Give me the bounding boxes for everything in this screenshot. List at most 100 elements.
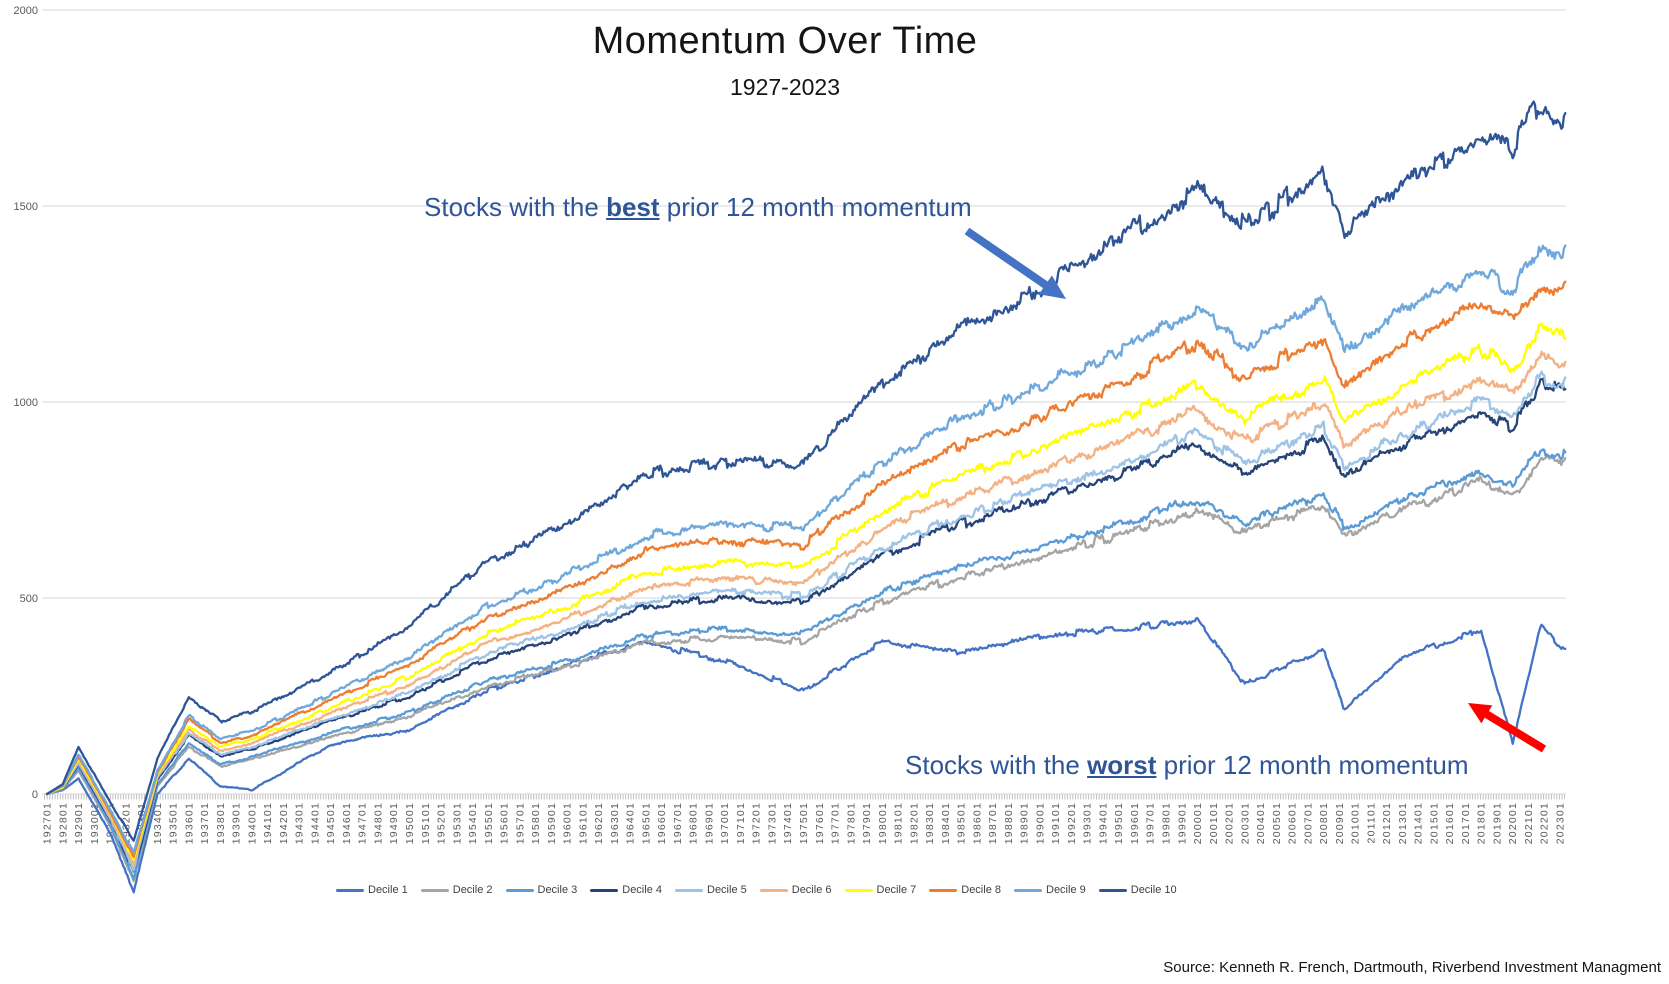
series-line-decile-10 [45,100,1567,842]
annotation-best-prefix: Stocks with the [424,192,607,222]
x-tick-label: 200901 [1334,802,1346,844]
x-tick-label: 194001 [246,802,258,844]
legend-swatch-decile-6 [759,888,788,892]
y-tick-label: 500 [20,593,38,605]
x-tick-label: 196801 [688,802,700,844]
series-line-decile-4 [45,377,1567,873]
y-tick-label: 2000 [14,5,38,17]
x-tick-label: 196601 [656,802,668,844]
series-line-decile-7 [45,322,1567,861]
x-tick-label: 194901 [388,802,400,844]
x-tick-label: 201101 [1365,802,1377,843]
x-tick-label: 199101 [1050,802,1062,844]
x-tick-label: 194701 [357,802,369,844]
x-tick-label: 202001 [1507,802,1519,844]
x-tick-label: 201201 [1381,802,1393,844]
legend-swatch-decile-10 [1098,888,1127,892]
x-tick-label: 196201 [593,802,605,844]
annotation-best-momentum: Stocks with the best prior 12 month mome… [424,192,972,223]
x-tick-label: 200801 [1318,802,1330,844]
legend-swatch-decile-2 [420,888,449,892]
legend-label-decile-4: Decile 4 [622,884,662,896]
y-tick-label: 0 [32,789,38,801]
x-tick-label: 193701 [199,802,211,844]
x-tick-label: 198401 [940,802,952,844]
x-tick-label: 202201 [1539,802,1551,844]
series-line-decile-9 [45,244,1567,853]
x-tick-label: 197701 [830,802,842,844]
legend-swatch-decile-1 [336,888,364,892]
legend-item-decile-2: Decile 2 [420,884,493,896]
x-tick-label: 201801 [1476,802,1488,844]
x-tick-label: 199201 [1066,802,1078,844]
legend-label-decile-3: Decile 3 [537,884,578,896]
legend-item-decile-9: Decile 9 [1014,884,1086,896]
x-tick-label: 197801 [845,802,857,844]
y-tick-label: 1000 [14,397,38,409]
x-tick-label: 198501 [956,802,968,844]
legend-swatch-decile-3 [505,888,534,892]
x-tick-label: 200401 [1255,802,1267,844]
x-tick-label: 200101 [1208,802,1220,844]
legend-label-decile-6: Decile 6 [791,884,832,896]
legend-label-decile-8: Decile 8 [961,884,1001,896]
x-tick-label: 196001 [562,802,574,844]
legend-item-decile-3: Decile 3 [505,884,578,896]
legend-swatch-decile-7 [844,888,873,892]
x-tick-label: 200701 [1302,802,1314,844]
x-tick-label: 194501 [325,802,337,844]
x-tick-label: 197601 [814,802,826,844]
annotation-worst-keyword: worst [1087,750,1157,780]
x-tick-label: 201501 [1428,802,1440,844]
legend-item-decile-1: Decile 1 [336,884,408,896]
x-tick-label: 199501 [1113,802,1125,844]
x-tick-label: 201301 [1397,802,1409,844]
x-tick-label: 201601 [1444,802,1456,844]
x-tick-label: 199701 [1145,802,1157,844]
chart-subtitle: 1927-2023 [730,74,840,100]
x-tick-label: 200201 [1224,802,1236,844]
legend-item-decile-7: Decile 7 [844,884,916,896]
x-tick-label: 199801 [1160,802,1172,844]
x-tick-label: 194101 [262,802,274,844]
x-tick-label: 195101 [420,802,432,844]
x-tick-label: 198601 [971,802,983,844]
chart-legend: Decile 1 Decile 2 Decile 3 Decile 4 Decile 5… [336,884,1177,896]
legend-swatch-decile-5 [675,888,703,892]
legend-label-decile-2: Decile 2 [452,884,493,896]
x-tick-label: 194301 [294,802,306,844]
x-tick-label: 197201 [751,802,763,844]
x-tick-label: 198801 [1003,802,1015,844]
series-line-decile-3 [45,448,1567,881]
x-tick-label: 198901 [1019,802,1031,844]
legend-label-decile-9: Decile 9 [1046,884,1086,896]
x-tick-label: 199001 [1034,802,1046,844]
x-tick-label: 197301 [766,802,778,844]
x-tick-label: 193401 [152,802,164,844]
x-tick-label: 195801 [530,802,542,844]
annotation-best-keyword: best [606,192,660,222]
x-tick-label: 197001 [719,802,731,844]
x-tick-label: 197401 [782,802,794,844]
x-tick-label: 196501 [640,802,652,844]
legend-item-decile-4: Decile 4 [590,884,662,896]
series-line-decile-1 [45,617,1567,894]
legend-item-decile-5: Decile 5 [675,884,747,896]
x-tick-label: 201701 [1460,802,1472,844]
x-tick-label: 195601 [499,802,511,844]
x-tick-label: 195701 [514,802,526,844]
series-line-decile-5 [45,370,1567,872]
x-tick-label: 195201 [436,802,448,844]
legend-label-decile-10: Decile 10 [1130,884,1177,896]
x-tick-label: 196101 [577,802,589,844]
source-attribution: Source: Kenneth R. French, Dartmouth, Ri… [1163,959,1661,976]
x-tick-label: 200601 [1287,802,1299,844]
x-tick-label: 197101 [735,802,747,844]
x-tick-label: 198701 [987,802,999,844]
annotation-best-suffix: prior 12 month momentum [659,192,972,222]
x-tick-label: 194201 [278,802,290,844]
legend-item-decile-10: Decile 10 [1098,884,1177,896]
x-tick-label: 192901 [73,802,85,844]
x-tick-label: 200301 [1239,802,1251,844]
